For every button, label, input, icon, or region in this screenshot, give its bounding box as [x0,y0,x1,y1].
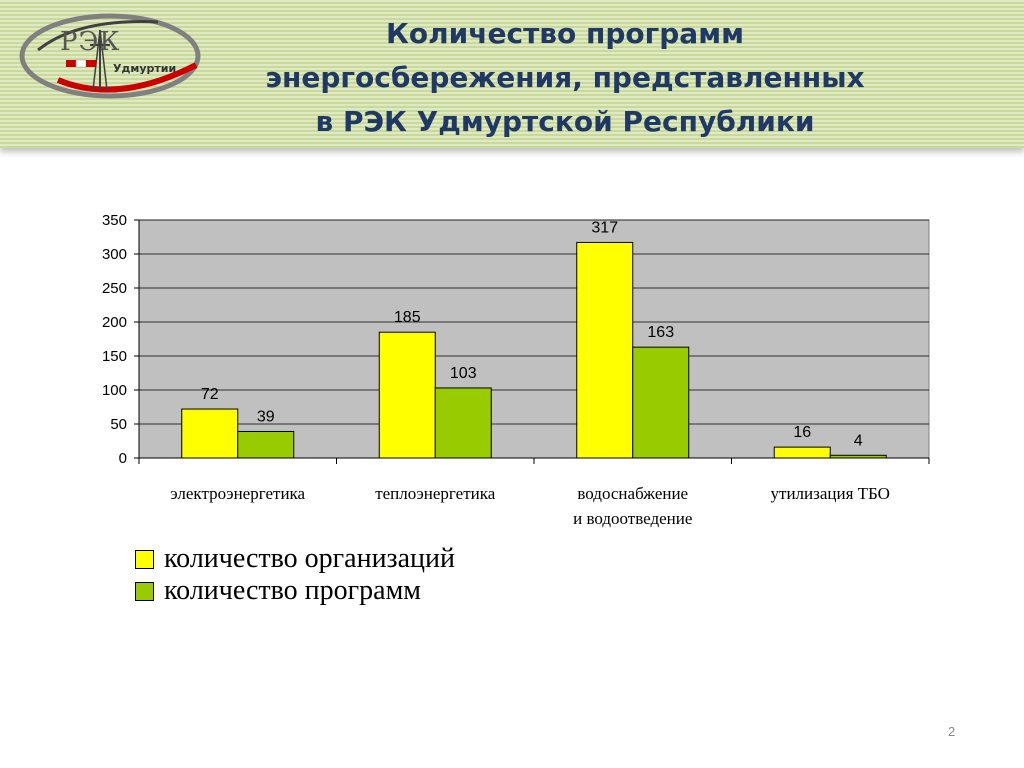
data-label: 185 [394,309,421,326]
bar-organizations [773,446,831,459]
x-category-label-line: водоснабжение [577,484,689,503]
logo-ring-icon [19,13,201,99]
legend-swatch-organizations [135,549,154,569]
bar-organizations [378,331,436,459]
data-label: 72 [201,386,219,403]
legend: количество организаций количество програ… [135,543,455,607]
x-category-label: теплоэнергетика [335,481,535,506]
logo-sub-text: Удмуртии [113,62,177,75]
y-tick-label: 250 [102,280,127,297]
bar-programs [434,387,492,459]
bar-chart: 0 50 100 150 200 250 300 350 72 39 185 103 317 163 16 4 [102,212,930,467]
page-number: 2 [948,724,956,739]
title-line-2: энергосбережения, представленных [265,61,865,94]
x-category-label: утилизация ТБО [730,481,930,506]
x-category-label-line: теплоэнергетика [375,484,496,503]
y-tick-label: 150 [102,348,127,365]
x-category-label-line: электроэнергетика [170,484,306,503]
legend-label-organizations: количество организаций [164,543,455,574]
y-tick-label: 350 [102,212,127,229]
slide-title: Количество программ энергосбережения, пр… [210,12,920,144]
y-tick-label: 300 [102,246,127,263]
data-label: 16 [793,424,811,441]
legend-label-programs: количество программ [164,575,422,606]
data-label: 103 [450,365,477,382]
y-tick-label: 0 [119,450,127,467]
title-line-3: в РЭК Удмуртской Республики [315,105,815,138]
logo-main-text: РЭК [60,27,121,57]
legend-item-programs: количество программ [135,575,455,607]
bar-programs [632,346,690,459]
data-label: 4 [854,432,863,449]
title-line-1: Количество программ [386,17,744,50]
legend-item-organizations: количество организаций [135,543,455,575]
x-category-label-line: и водоотведение [573,509,693,528]
data-label: 39 [257,408,275,425]
data-label: 163 [647,324,674,341]
x-category-label: водоснабжение и водоотведение [533,481,733,531]
legend-swatch-programs [135,581,154,601]
bar-organizations [576,241,634,459]
data-label: 317 [591,219,618,236]
bar-programs [237,430,295,459]
y-tick-label: 100 [102,382,127,399]
y-tick-label: 200 [102,314,127,331]
logo: РЭК Удмуртии [18,10,208,102]
x-category-label: электроэнергетика [138,481,338,506]
plot-area [138,219,930,459]
y-tick-label: 50 [110,416,127,433]
bar-organizations [181,408,239,459]
bar-programs [829,454,887,459]
x-category-label-line: утилизация ТБО [770,484,890,503]
